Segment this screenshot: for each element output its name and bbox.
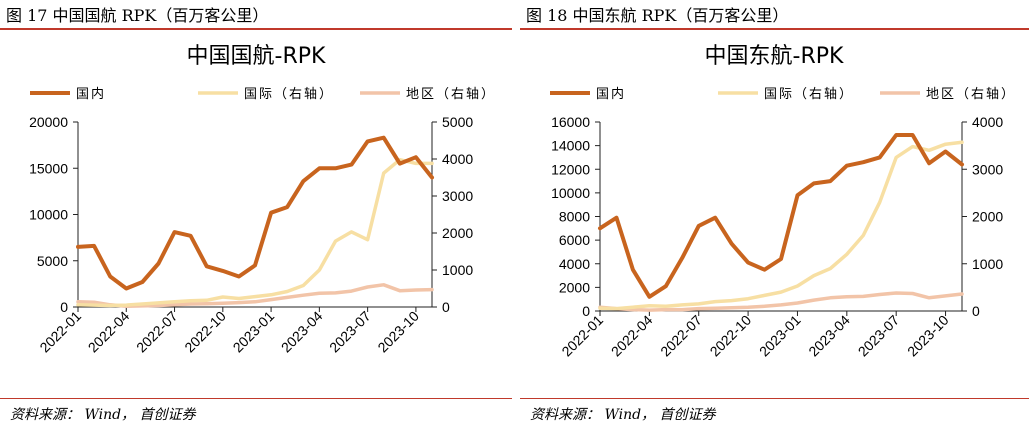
figure-title: 图 17 中国国航 RPK（百万客公里） — [6, 6, 269, 25]
series-line-1 — [598, 133, 964, 299]
y-left-tick-label: 6000 — [559, 232, 590, 248]
figure-title: 图 18 中国东航 RPK（百万客公里） — [526, 6, 789, 25]
legend-label-1: 国内 — [76, 86, 106, 102]
y-right-tick-label: 3000 — [972, 161, 1003, 177]
x-tick-label: 2023-04 — [805, 312, 853, 360]
x-tick-label: 2022-07 — [657, 312, 705, 360]
y-left-tick-label: 12000 — [551, 161, 590, 177]
x-tick-label: 2022-07 — [133, 308, 181, 356]
chart-title: 中国东航-RPK — [705, 44, 844, 69]
x-tick-label: 2023-07 — [326, 308, 374, 356]
y-left-tick-label: 10000 — [551, 185, 590, 201]
y-left-tick-label: 2000 — [559, 279, 590, 295]
y-right-tick-label: 2000 — [972, 209, 1003, 225]
y-right-tick-label: 3000 — [442, 188, 473, 204]
y-right-tick-label: 1000 — [442, 262, 473, 278]
x-tick-label: 2022-04 — [85, 308, 133, 356]
y-left-tick-label: 0 — [582, 303, 590, 319]
bottom-divider — [0, 398, 512, 399]
bottom-divider — [520, 398, 1029, 399]
legend-label-2: 国际（右轴） — [244, 87, 334, 102]
y-left-tick-label: 14000 — [551, 138, 590, 154]
y-right-tick-label: 0 — [972, 303, 980, 319]
y-left-tick-label: 20000 — [29, 114, 68, 130]
y-right-tick-label: 4000 — [972, 114, 1003, 130]
legend-label-1: 国内 — [596, 86, 626, 102]
legend-label-3: 地区（右轴） — [926, 87, 1016, 102]
legend-label-2: 国际（右轴） — [764, 87, 854, 102]
y-right-tick-label: 4000 — [442, 151, 473, 167]
figure-17-panel: 图 17 中国国航 RPK（百万客公里） 中国国航-RPK 国内 国际（右轴） 地区（… — [0, 0, 516, 429]
rpk-chart-china-eastern: 中国东航-RPK 国内 国际（右轴） 地区（右轴） 0 2000 4000 6000 8000 1… — [550, 44, 1016, 360]
x-tick-label: 2023-07 — [855, 312, 903, 360]
top-divider — [0, 28, 512, 30]
x-tick-label: 2023-04 — [278, 308, 326, 356]
y-left-tick-label: 5000 — [37, 253, 68, 269]
series-line-1 — [76, 135, 434, 291]
source-note: 资料来源： Wind， 首创证券 — [530, 407, 716, 423]
y-left-tick-label: 4000 — [559, 256, 590, 272]
x-tick-label: 2022-04 — [608, 312, 656, 360]
top-divider — [520, 28, 1029, 30]
series-line-2 — [76, 157, 434, 308]
x-tick-label: 2022-10 — [181, 308, 229, 356]
x-tick-label: 2023-01 — [756, 312, 804, 360]
y-left-tick-label: 10000 — [29, 207, 68, 223]
series-line-2 — [598, 140, 964, 311]
x-tick-label: 2023-01 — [230, 308, 278, 356]
y-right-tick-label: 1000 — [972, 256, 1003, 272]
y-right-tick-label: 2000 — [442, 225, 473, 241]
y-right-tick-label: 0 — [442, 299, 450, 315]
x-tick-label: 2023-10 — [904, 312, 952, 360]
x-tick-label: 2022-10 — [707, 312, 755, 360]
legend-label-3: 地区（右轴） — [406, 87, 496, 102]
y-right-tick-label: 5000 — [442, 114, 473, 130]
figure-18-panel: 图 18 中国东航 RPK（百万客公里） 中国东航-RPK 国内 国际（右轴） 地区（… — [520, 0, 1033, 429]
x-tick-label: 2023-10 — [374, 308, 422, 356]
series-line-3 — [598, 291, 964, 312]
y-left-tick-label: 8000 — [559, 209, 590, 225]
y-left-tick-label: 16000 — [551, 114, 590, 130]
chart-title: 中国国航-RPK — [187, 44, 326, 69]
source-note: 资料来源： Wind， 首创证券 — [10, 407, 196, 423]
y-left-tick-label: 15000 — [29, 160, 68, 176]
y-left-tick-label: 0 — [60, 299, 68, 315]
